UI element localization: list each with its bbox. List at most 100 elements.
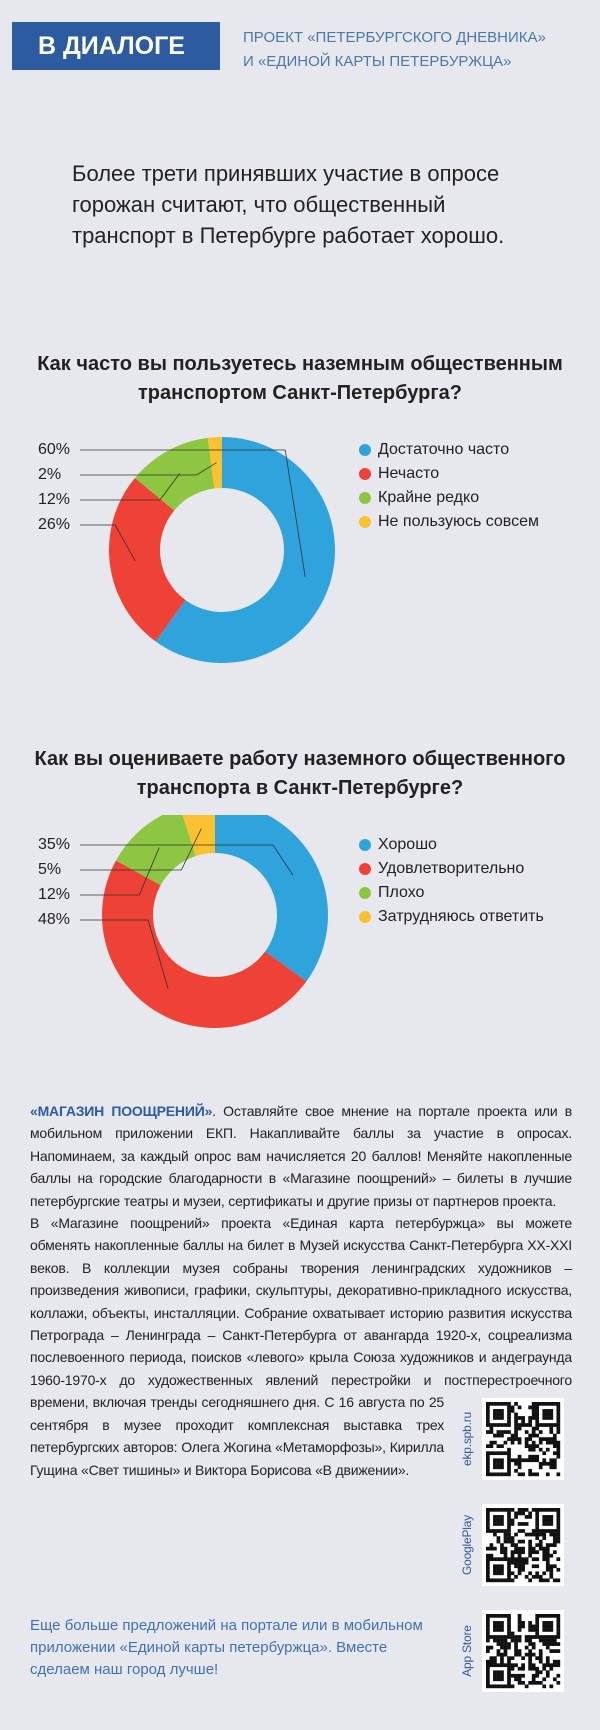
qr-cell xyxy=(517,1628,522,1632)
qr-cell xyxy=(489,1451,494,1456)
qr-cell xyxy=(545,1515,550,1519)
paragraph: В «Магазине поощрений» проекта «Единая к… xyxy=(30,1215,572,1478)
qr-cell xyxy=(507,1522,511,1526)
qr-cell xyxy=(528,1472,533,1477)
qr-cell xyxy=(493,1670,497,1675)
qr-cell xyxy=(493,1402,497,1406)
qr-block[interactable]: GooglePlay xyxy=(454,1498,572,1604)
qr-cell xyxy=(517,1553,522,1558)
qr-cell xyxy=(507,1631,511,1636)
qr-block[interactable]: ekp.spb.ru xyxy=(454,1392,572,1498)
qr-cell xyxy=(552,1638,557,1643)
chart-title: Как часто вы пользуетесь наземным общест… xyxy=(37,353,563,404)
qr-cell xyxy=(538,1402,543,1406)
qr-cell xyxy=(496,1649,501,1653)
qr-cell xyxy=(514,1638,518,1643)
qr-cell xyxy=(552,1461,557,1466)
qr-cell xyxy=(542,1409,547,1413)
qr-cell xyxy=(507,1571,511,1576)
qr-cell xyxy=(538,1680,543,1685)
qr-cell xyxy=(535,1511,540,1516)
qr-cell xyxy=(507,1578,511,1583)
qr-cell xyxy=(545,1645,550,1650)
qr-cell xyxy=(528,1578,533,1583)
qr-cell xyxy=(524,1458,529,1463)
qr-cell xyxy=(549,1571,554,1576)
qr-code[interactable] xyxy=(482,1398,564,1480)
qr-cell xyxy=(486,1680,490,1685)
qr-block[interactable]: App Store xyxy=(454,1604,572,1710)
qr-cell xyxy=(552,1532,557,1537)
leader-line xyxy=(80,462,217,476)
qr-cell xyxy=(486,1659,490,1664)
qr-cell xyxy=(524,1645,529,1650)
qr-cell xyxy=(545,1550,550,1555)
qr-cell xyxy=(500,1508,504,1512)
qr-cell xyxy=(528,1454,533,1459)
legend-label: Удовлетворительно xyxy=(378,860,524,877)
qr-cell xyxy=(496,1557,501,1562)
qr-cell xyxy=(531,1677,536,1682)
qr-cell xyxy=(538,1430,543,1434)
qr-cell xyxy=(489,1557,494,1562)
qr-cell xyxy=(524,1437,529,1441)
qr-cell xyxy=(517,1614,522,1618)
qr-cell xyxy=(524,1444,529,1449)
qr-cell xyxy=(535,1656,540,1661)
qr-cell xyxy=(549,1461,554,1466)
qr-cell xyxy=(493,1416,497,1420)
qr-cell xyxy=(486,1529,490,1533)
qr-cell xyxy=(535,1564,540,1569)
qr-cell xyxy=(493,1659,497,1664)
donut-slice xyxy=(115,815,196,886)
qr-cell xyxy=(486,1614,490,1618)
qr-cell xyxy=(486,1461,490,1466)
qr-cell xyxy=(521,1663,525,1668)
qr-code[interactable] xyxy=(482,1610,564,1692)
qr-cell xyxy=(510,1543,515,1547)
legend-dot xyxy=(359,911,371,923)
qr-cell xyxy=(507,1574,511,1579)
qr-cell xyxy=(496,1567,501,1572)
qr-cell xyxy=(517,1560,522,1565)
qr-cell xyxy=(493,1684,497,1689)
value-label: 35% xyxy=(38,836,70,853)
qr-cell xyxy=(556,1409,561,1413)
qr-cell xyxy=(528,1419,533,1424)
qr-cell xyxy=(545,1564,550,1569)
qr-cell xyxy=(542,1402,547,1406)
qr-cell xyxy=(500,1642,504,1646)
chart: 35% 5% 12% 48% Хорошо Удовлетворительно Плохо З… xyxy=(38,815,544,1028)
qr-cell xyxy=(517,1522,522,1526)
qr-cell xyxy=(556,1578,561,1583)
qr-cell xyxy=(510,1508,515,1512)
qr-cell xyxy=(549,1663,554,1668)
qr-cell xyxy=(514,1458,518,1463)
qr-cell xyxy=(549,1409,554,1413)
qr-cell xyxy=(552,1444,557,1449)
qr-cell xyxy=(552,1465,557,1470)
qr-cell xyxy=(545,1423,550,1427)
qr-cell xyxy=(524,1430,529,1434)
qr-cell xyxy=(535,1617,540,1622)
qr-cell xyxy=(500,1614,504,1618)
qr-cell xyxy=(486,1525,490,1530)
qr-cell xyxy=(496,1673,501,1678)
legend-dot xyxy=(359,887,371,899)
qr-cell xyxy=(507,1402,511,1406)
qr-cell xyxy=(556,1447,561,1452)
qr-cell xyxy=(538,1532,543,1537)
qr-cell xyxy=(510,1458,515,1463)
qr-code[interactable] xyxy=(482,1504,564,1586)
qr-label: App Store xyxy=(460,1625,474,1677)
qr-cell xyxy=(542,1666,547,1671)
qr-cell xyxy=(545,1638,550,1643)
qr-cell xyxy=(552,1550,557,1555)
qr-cell xyxy=(535,1673,540,1678)
qr-cell xyxy=(545,1543,550,1547)
qr-cell xyxy=(493,1508,497,1512)
qr-cell xyxy=(542,1684,547,1689)
qr-cell xyxy=(517,1550,522,1555)
qr-cell xyxy=(507,1515,511,1519)
qr-cell xyxy=(496,1508,501,1512)
